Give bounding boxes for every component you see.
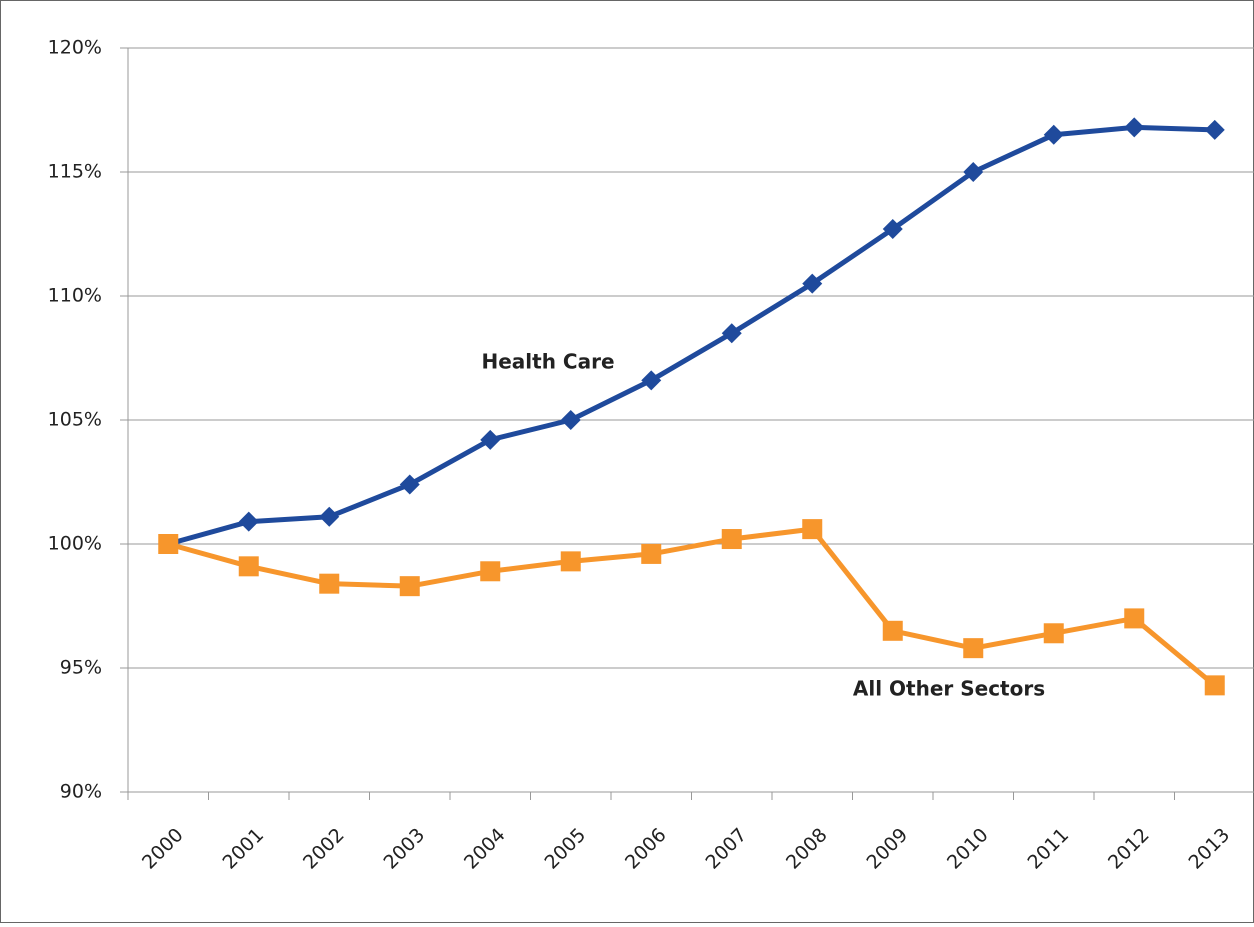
- data-point: [238, 556, 259, 577]
- data-point: [721, 529, 742, 550]
- data-point: [882, 219, 903, 240]
- data-point: [319, 506, 340, 527]
- data-point: [1204, 119, 1225, 140]
- data-point: [399, 474, 420, 495]
- data-point: [1043, 623, 1064, 644]
- data-point: [641, 543, 662, 564]
- series-line: [167, 124, 1215, 547]
- y-tick-label: 110%: [48, 285, 102, 307]
- y-tick-label: 120%: [48, 37, 102, 59]
- data-point: [399, 576, 420, 597]
- data-point: [963, 638, 984, 659]
- data-point: [319, 573, 340, 594]
- data-point: [1124, 117, 1145, 138]
- y-tick-label: 105%: [48, 409, 102, 431]
- y-tick-label: 115%: [48, 161, 102, 183]
- data-point: [1204, 675, 1225, 696]
- y-tick-label: 95%: [60, 657, 102, 679]
- data-point: [802, 519, 823, 540]
- data-point: [1043, 124, 1064, 145]
- data-point: [480, 429, 501, 450]
- data-point: [1124, 608, 1145, 629]
- series-line: [167, 526, 1217, 688]
- series-annotation: All Other Sectors: [853, 677, 1045, 701]
- series-annotation: Health Care: [481, 350, 614, 374]
- y-tick-label: 90%: [60, 781, 102, 803]
- data-point: [721, 323, 742, 344]
- data-point: [560, 410, 581, 430]
- data-point: [560, 551, 581, 572]
- data-point: [641, 370, 662, 391]
- y-tick-label: 100%: [48, 533, 102, 555]
- data-point: [158, 534, 179, 554]
- data-point: [802, 273, 823, 294]
- data-point: [238, 511, 259, 532]
- data-point: [963, 162, 984, 182]
- data-point: [480, 561, 501, 582]
- data-point: [882, 620, 903, 641]
